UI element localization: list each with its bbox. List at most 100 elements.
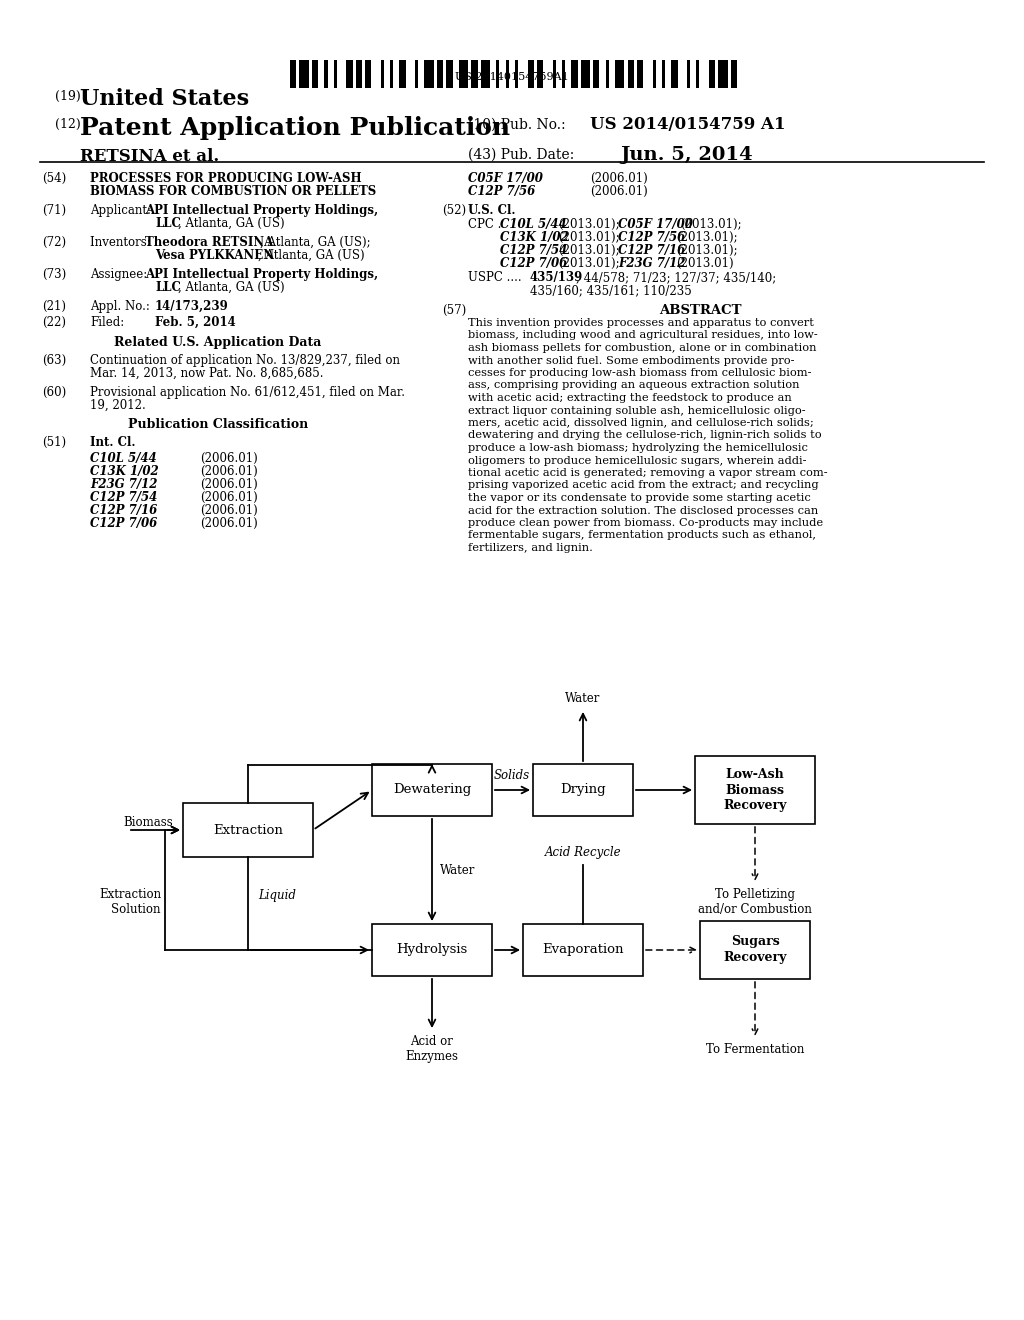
Text: fermentable sugars, fermentation products such as ethanol,: fermentable sugars, fermentation product… bbox=[468, 531, 816, 540]
Text: (57): (57) bbox=[442, 304, 466, 317]
Bar bbox=[593, 59, 599, 88]
Text: ass, comprising providing an aqueous extraction solution: ass, comprising providing an aqueous ext… bbox=[468, 380, 800, 391]
Text: Filed:: Filed: bbox=[90, 315, 124, 329]
Text: ash biomass pellets for combustion, alone or in combination: ash biomass pellets for combustion, alon… bbox=[468, 343, 816, 352]
Text: This invention provides processes and apparatus to convert: This invention provides processes and ap… bbox=[468, 318, 814, 327]
Text: Continuation of application No. 13/829,237, filed on: Continuation of application No. 13/829,2… bbox=[90, 354, 400, 367]
Text: oligomers to produce hemicellulosic sugars, wherein addi-: oligomers to produce hemicellulosic suga… bbox=[468, 455, 807, 466]
Text: C12P 7/54: C12P 7/54 bbox=[90, 491, 158, 504]
Text: C12P 7/06: C12P 7/06 bbox=[90, 517, 158, 531]
Text: (21): (21) bbox=[42, 300, 66, 313]
Bar bbox=[695, 756, 815, 824]
Text: with another solid fuel. Some embodiments provide pro-: with another solid fuel. Some embodiment… bbox=[468, 355, 795, 366]
Bar bbox=[372, 764, 492, 816]
Bar bbox=[506, 59, 509, 88]
Text: (2013.01);: (2013.01); bbox=[558, 231, 620, 244]
Text: Liquid: Liquid bbox=[258, 888, 296, 902]
Bar bbox=[515, 59, 518, 88]
Text: with acetic acid; extracting the feedstock to produce an: with acetic acid; extracting the feedsto… bbox=[468, 393, 792, 403]
Text: To Pelletizing
and/or Combustion: To Pelletizing and/or Combustion bbox=[698, 888, 812, 916]
Text: (2013.01);: (2013.01); bbox=[558, 244, 620, 257]
Bar bbox=[446, 59, 453, 88]
Bar bbox=[334, 59, 337, 88]
Text: cesses for producing low-ash biomass from cellulosic biom-: cesses for producing low-ash biomass fro… bbox=[468, 368, 811, 378]
Text: (52): (52) bbox=[442, 205, 466, 216]
Bar bbox=[471, 59, 477, 88]
Text: Mar. 14, 2013, now Pat. No. 8,685,685.: Mar. 14, 2013, now Pat. No. 8,685,685. bbox=[90, 367, 324, 380]
Text: US 20140154759A1: US 20140154759A1 bbox=[455, 73, 569, 82]
Text: (2013.01);: (2013.01); bbox=[558, 218, 620, 231]
Bar bbox=[662, 59, 665, 88]
Bar bbox=[399, 59, 406, 88]
Bar bbox=[183, 803, 313, 857]
Text: (2006.01): (2006.01) bbox=[200, 504, 258, 517]
Bar bbox=[605, 59, 608, 88]
Text: PROCESSES FOR PRODUCING LOW-ASH: PROCESSES FOR PRODUCING LOW-ASH bbox=[90, 172, 361, 185]
Bar bbox=[523, 924, 643, 975]
Bar bbox=[718, 59, 727, 88]
Bar bbox=[459, 59, 468, 88]
Text: prising vaporized acetic acid from the extract; and recycling: prising vaporized acetic acid from the e… bbox=[468, 480, 818, 491]
Text: F23G 7/12: F23G 7/12 bbox=[90, 478, 158, 491]
Text: (12): (12) bbox=[55, 117, 81, 131]
Text: Appl. No.:: Appl. No.: bbox=[90, 300, 154, 313]
Text: Applicant:: Applicant: bbox=[90, 205, 155, 216]
Text: Provisional application No. 61/612,451, filed on Mar.: Provisional application No. 61/612,451, … bbox=[90, 385, 406, 399]
Text: C13K 1/02: C13K 1/02 bbox=[90, 465, 159, 478]
Bar bbox=[537, 59, 543, 88]
Text: U.S. Cl.: U.S. Cl. bbox=[468, 205, 515, 216]
Bar bbox=[562, 59, 565, 88]
Bar bbox=[372, 924, 492, 975]
Text: (2013.01): (2013.01) bbox=[676, 257, 733, 271]
Bar bbox=[415, 59, 418, 88]
Text: Water: Water bbox=[440, 863, 475, 876]
Text: Low-Ash
Biomass
Recovery: Low-Ash Biomass Recovery bbox=[723, 767, 786, 813]
Bar bbox=[731, 59, 737, 88]
Text: (2006.01): (2006.01) bbox=[200, 517, 258, 531]
Text: Feb. 5, 2014: Feb. 5, 2014 bbox=[155, 315, 236, 329]
Text: C05F 17/00: C05F 17/00 bbox=[618, 218, 693, 231]
Text: US 2014/0154759 A1: US 2014/0154759 A1 bbox=[590, 116, 785, 133]
Bar bbox=[437, 59, 443, 88]
Text: USPC ....: USPC .... bbox=[468, 271, 521, 284]
Text: Evaporation: Evaporation bbox=[543, 944, 624, 957]
Text: C12P 7/16: C12P 7/16 bbox=[90, 504, 158, 517]
Text: Vesa PYLKKANEN: Vesa PYLKKANEN bbox=[155, 249, 274, 261]
Bar bbox=[390, 59, 393, 88]
Text: , Atlanta, GA (US): , Atlanta, GA (US) bbox=[178, 216, 285, 230]
Text: 435/139: 435/139 bbox=[530, 271, 584, 284]
Bar bbox=[637, 59, 643, 88]
Text: LLC: LLC bbox=[155, 216, 181, 230]
Text: CPC .: CPC . bbox=[468, 218, 502, 231]
Text: (19): (19) bbox=[55, 90, 81, 103]
Text: 14/173,239: 14/173,239 bbox=[155, 300, 228, 313]
Text: Water: Water bbox=[565, 692, 601, 705]
Text: Dewatering: Dewatering bbox=[393, 784, 471, 796]
Text: C10L 5/44: C10L 5/44 bbox=[500, 218, 566, 231]
Text: To Fermentation: To Fermentation bbox=[706, 1043, 804, 1056]
Text: biomass, including wood and agricultural residues, into low-: biomass, including wood and agricultural… bbox=[468, 330, 818, 341]
Bar bbox=[709, 59, 715, 88]
Text: (22): (22) bbox=[42, 315, 66, 329]
Text: produce clean power from biomass. Co-products may include: produce clean power from biomass. Co-pro… bbox=[468, 517, 823, 528]
Text: 19, 2012.: 19, 2012. bbox=[90, 399, 145, 412]
Text: acid for the extraction solution. The disclosed processes can: acid for the extraction solution. The di… bbox=[468, 506, 818, 516]
Bar bbox=[325, 59, 328, 88]
Text: (60): (60) bbox=[42, 385, 67, 399]
Bar bbox=[571, 59, 578, 88]
Text: (2006.01): (2006.01) bbox=[200, 478, 258, 491]
Text: ; 44/578; 71/23; 127/37; 435/140;: ; 44/578; 71/23; 127/37; 435/140; bbox=[575, 271, 776, 284]
Text: Publication Classification: Publication Classification bbox=[128, 418, 308, 432]
Text: , Atlanta, GA (US): , Atlanta, GA (US) bbox=[178, 281, 285, 294]
Text: (10) Pub. No.:: (10) Pub. No.: bbox=[468, 117, 565, 132]
Text: C05F 17/00: C05F 17/00 bbox=[468, 172, 543, 185]
Text: Solids: Solids bbox=[494, 770, 530, 781]
Text: (72): (72) bbox=[42, 236, 67, 249]
Text: (2013.01);: (2013.01); bbox=[558, 257, 620, 271]
Bar bbox=[299, 59, 309, 88]
Text: (71): (71) bbox=[42, 205, 67, 216]
Text: ABSTRACT: ABSTRACT bbox=[658, 304, 741, 317]
Text: the vapor or its condensate to provide some starting acetic: the vapor or its condensate to provide s… bbox=[468, 492, 811, 503]
Text: C12P 7/56: C12P 7/56 bbox=[618, 231, 685, 244]
Bar bbox=[497, 59, 500, 88]
